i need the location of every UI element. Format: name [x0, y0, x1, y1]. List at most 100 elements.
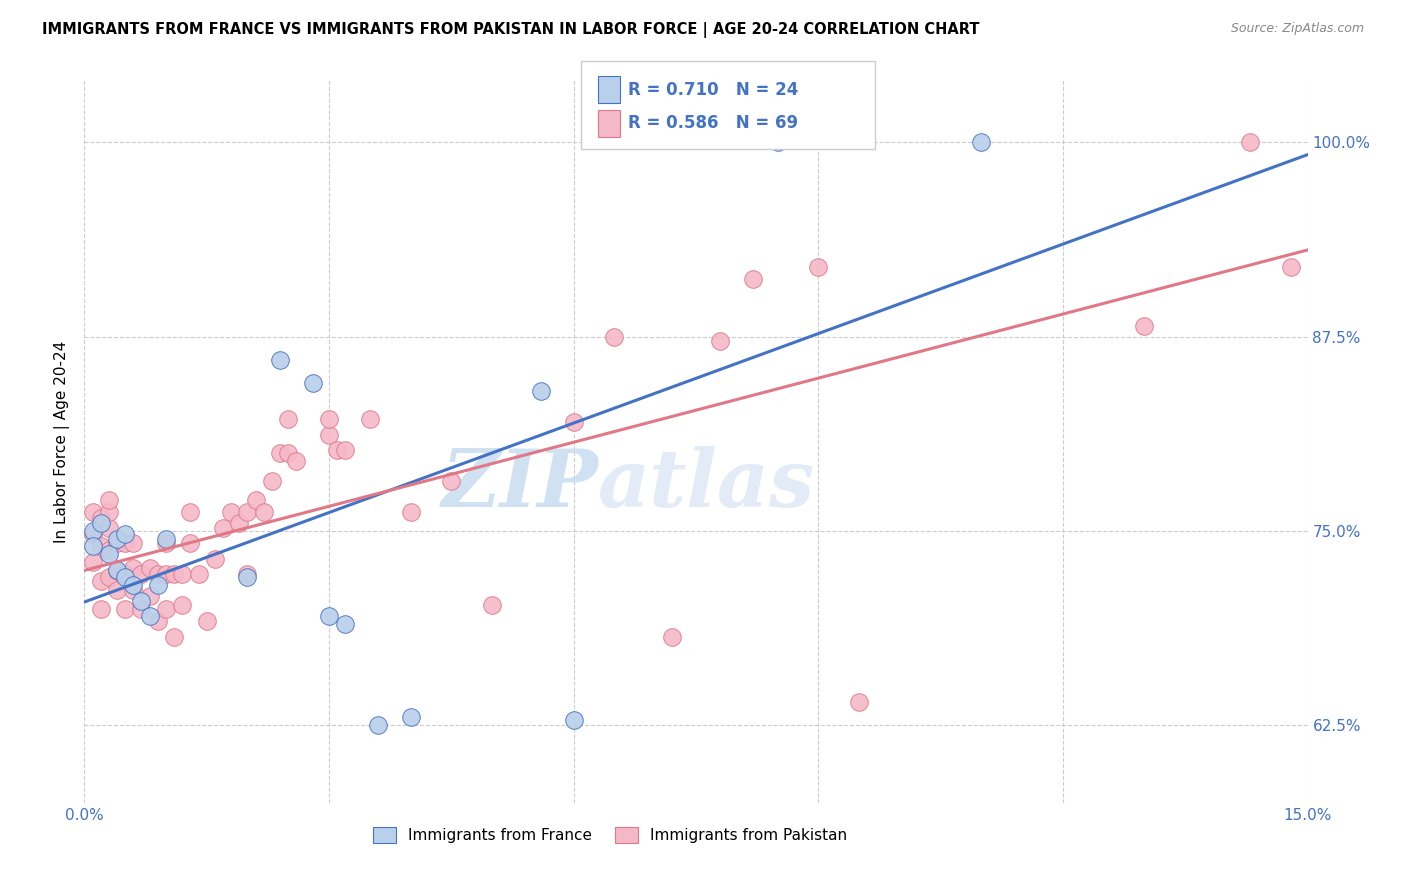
Text: ZIP: ZIP [441, 446, 598, 524]
Point [122, 578, 145, 592]
Point [172, 599, 194, 613]
Point [82, 524, 104, 538]
Point [440, 474, 463, 488]
Point [122, 582, 145, 597]
Point [163, 630, 186, 644]
Point [97, 505, 120, 519]
Point [155, 601, 177, 615]
Point [318, 609, 340, 624]
Point [114, 601, 136, 615]
Text: Source: ZipAtlas.com: Source: ZipAtlas.com [1230, 22, 1364, 36]
Text: atlas: atlas [598, 446, 815, 524]
Point [82, 540, 104, 554]
Legend: Immigrants from France, Immigrants from Pakistan: Immigrants from France, Immigrants from … [367, 822, 853, 849]
Point [970, 136, 993, 150]
Point [138, 609, 160, 624]
Text: R = 0.586   N = 69: R = 0.586 N = 69 [628, 114, 799, 132]
Point [90, 540, 112, 554]
Point [277, 446, 299, 460]
Point [335, 617, 357, 632]
Point [245, 492, 267, 507]
Point [285, 454, 308, 468]
Point [82, 505, 104, 519]
Point [122, 561, 145, 575]
Point [146, 578, 169, 592]
Point [359, 412, 381, 426]
Point [97, 542, 120, 557]
Point [848, 695, 870, 709]
Point [105, 532, 128, 546]
Point [138, 561, 160, 575]
Point [172, 567, 194, 582]
Point [131, 601, 153, 615]
Point [269, 446, 291, 460]
Point [661, 630, 683, 644]
Point [97, 521, 120, 535]
Point [766, 136, 789, 150]
Point [146, 567, 169, 582]
Point [90, 511, 112, 525]
Point [90, 516, 112, 530]
Point [97, 547, 120, 561]
Point [742, 272, 765, 286]
Point [179, 505, 201, 519]
Point [105, 564, 128, 578]
Point [318, 427, 340, 442]
Point [82, 527, 104, 541]
Point [236, 567, 259, 582]
Point [105, 536, 128, 550]
Point [105, 563, 128, 577]
Point [155, 532, 177, 546]
Point [530, 384, 553, 398]
Text: R = 0.710   N = 24: R = 0.710 N = 24 [628, 80, 799, 98]
Text: IMMIGRANTS FROM FRANCE VS IMMIGRANTS FROM PAKISTAN IN LABOR FORCE | AGE 20-24 CO: IMMIGRANTS FROM FRANCE VS IMMIGRANTS FRO… [42, 22, 980, 38]
Point [301, 376, 323, 391]
Point [114, 527, 136, 541]
Point [603, 329, 626, 343]
Point [236, 505, 259, 519]
Point [90, 601, 112, 615]
Point [335, 443, 357, 458]
Point [131, 594, 153, 608]
Point [367, 718, 389, 732]
Point [236, 570, 259, 584]
Point [269, 353, 291, 368]
Point [187, 567, 209, 582]
Point [138, 589, 160, 603]
Point [195, 614, 218, 628]
Point [1133, 318, 1156, 333]
Point [90, 574, 112, 588]
Point [1239, 136, 1261, 150]
Point [146, 614, 169, 628]
Point [114, 570, 136, 584]
Point [807, 260, 830, 274]
Y-axis label: In Labor Force | Age 20-24: In Labor Force | Age 20-24 [55, 341, 70, 542]
Point [122, 536, 145, 550]
Point [260, 474, 283, 488]
Point [1279, 260, 1302, 274]
Point [212, 521, 235, 535]
Point [399, 505, 422, 519]
Point [131, 567, 153, 582]
Point [97, 492, 120, 507]
Point [562, 714, 585, 728]
Point [399, 710, 422, 724]
Point [155, 567, 177, 582]
Point [163, 567, 186, 582]
Point [114, 536, 136, 550]
Point [562, 415, 585, 429]
Point [204, 552, 226, 566]
Point [82, 555, 104, 569]
Point [277, 412, 299, 426]
Point [114, 567, 136, 582]
Point [228, 516, 250, 530]
Point [481, 599, 503, 613]
Point [219, 505, 242, 519]
Point [318, 412, 340, 426]
Point [326, 443, 349, 458]
Point [709, 334, 731, 349]
Point [155, 536, 177, 550]
Point [105, 582, 128, 597]
Point [253, 505, 276, 519]
Point [97, 570, 120, 584]
